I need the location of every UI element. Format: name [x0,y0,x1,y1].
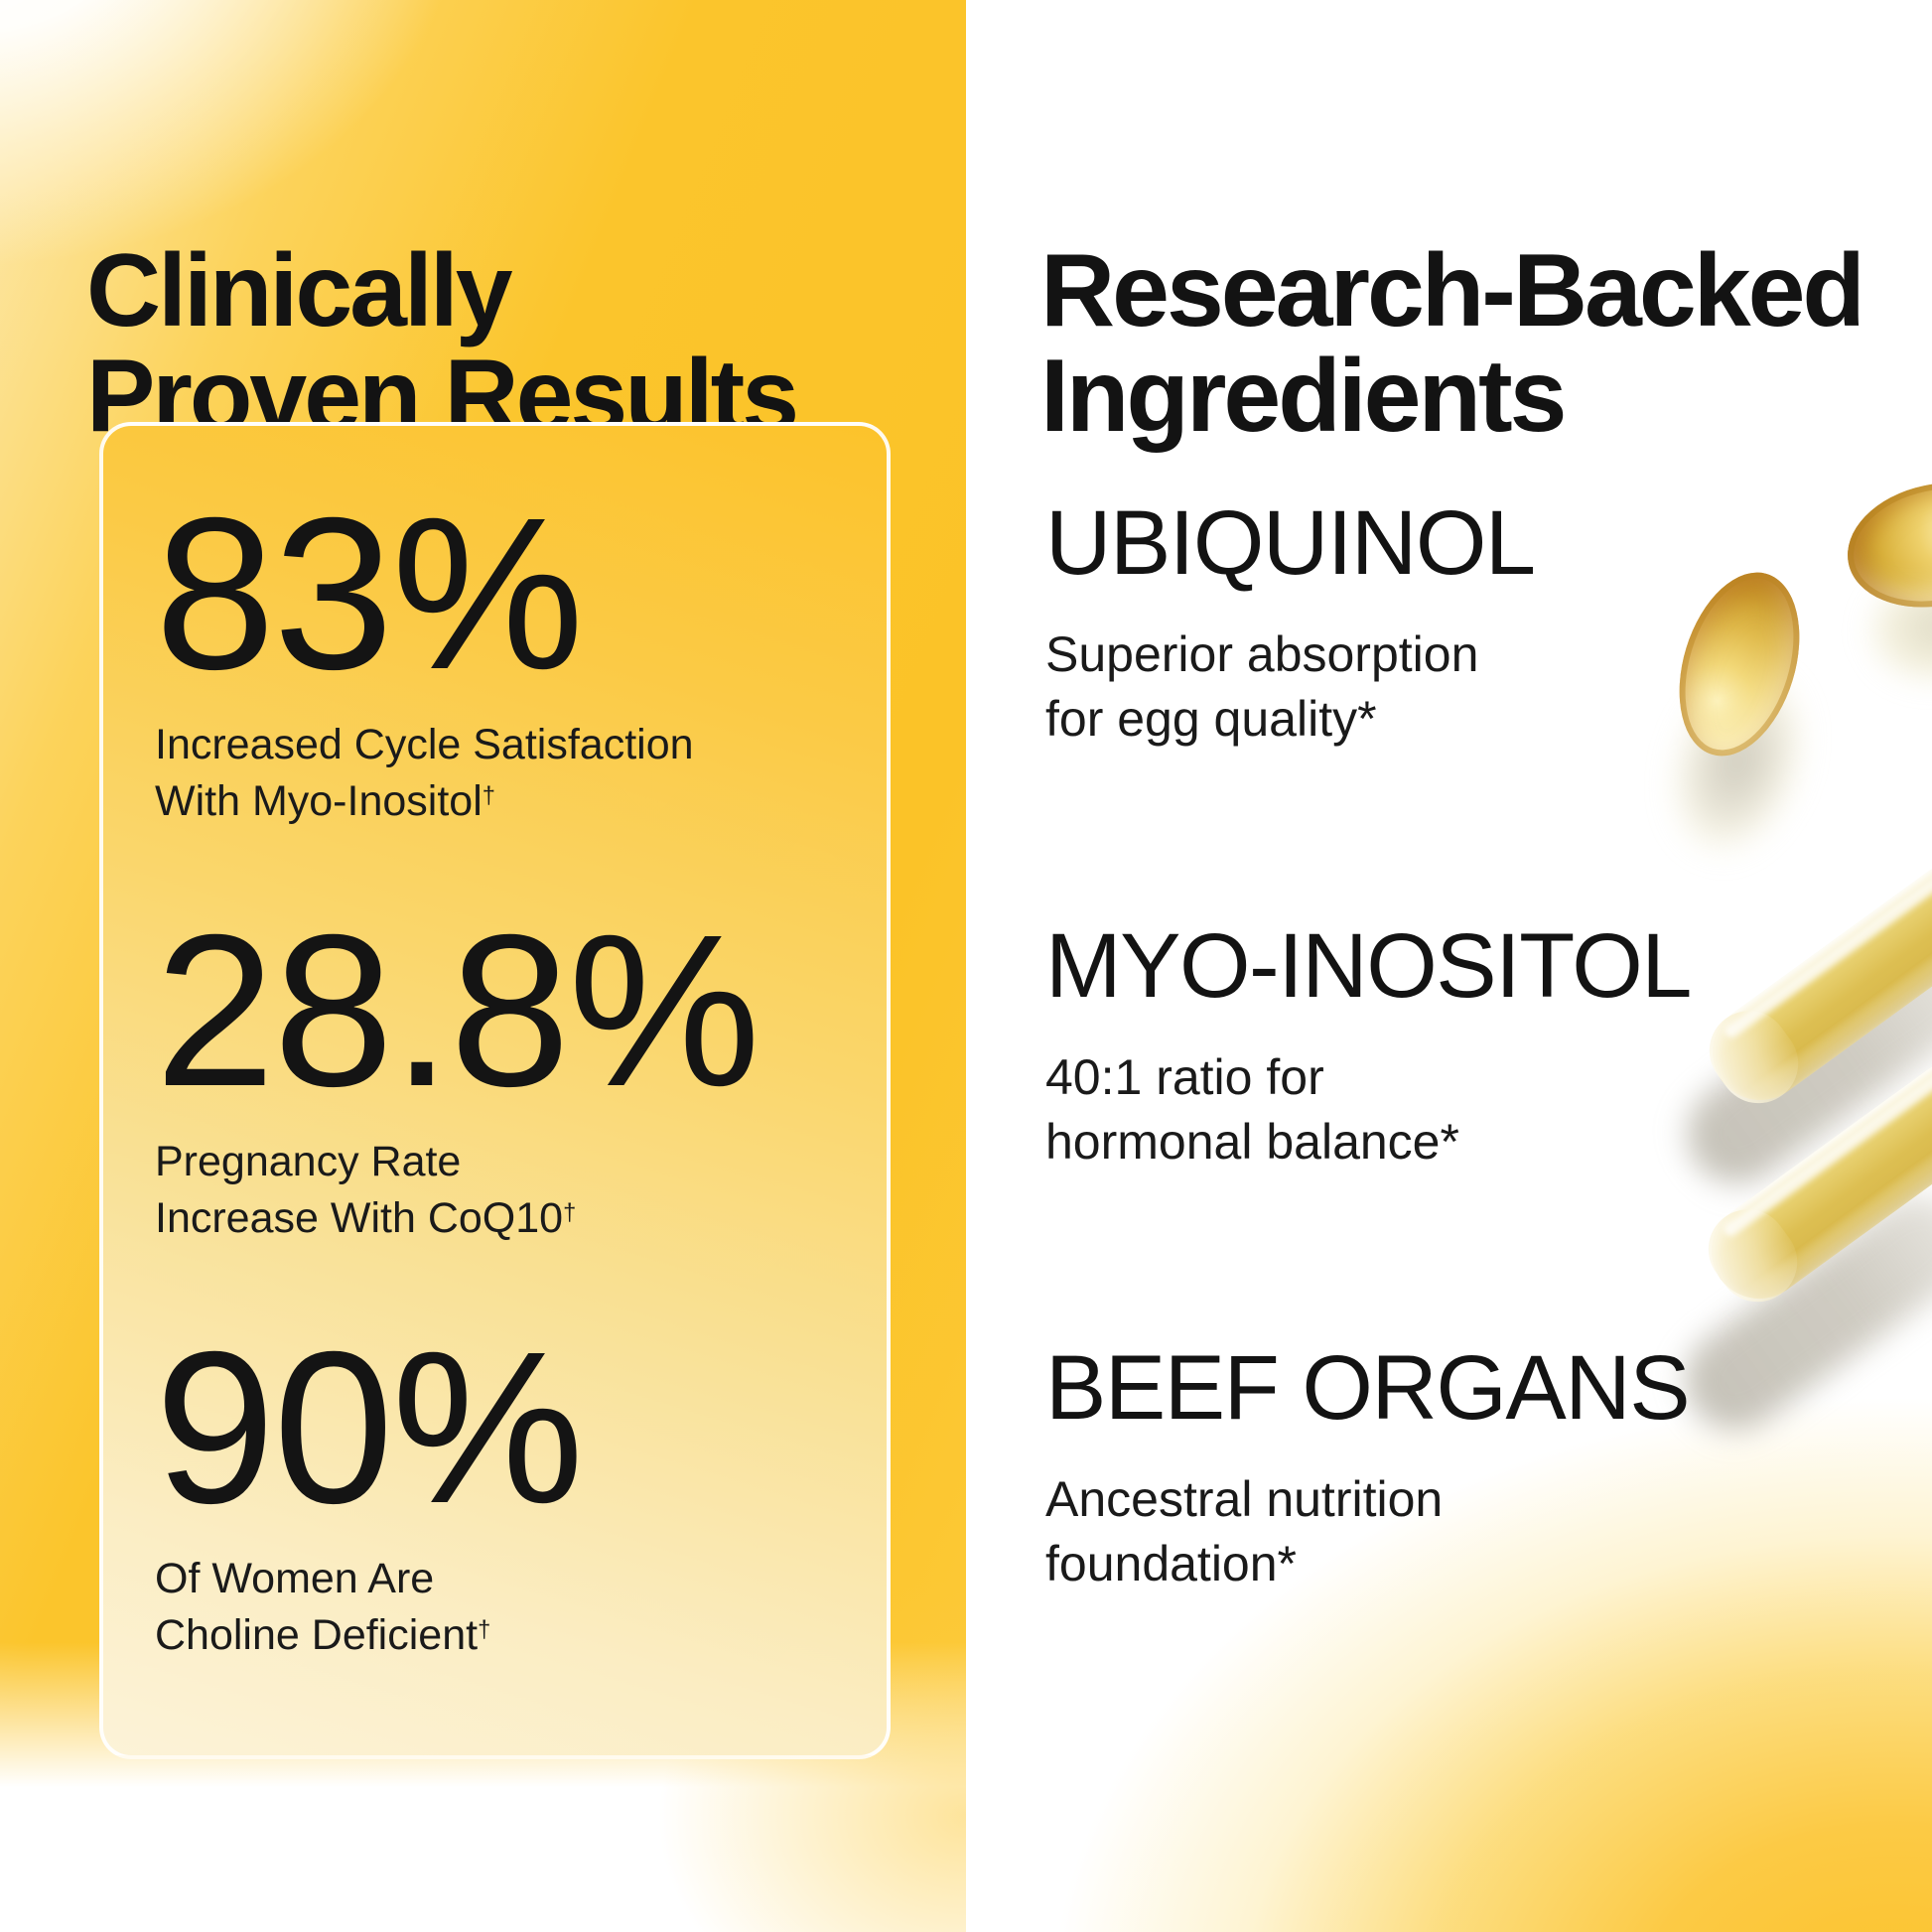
title-line: Research-Backed [1040,232,1865,348]
caption-line: Increased Cycle Satisfaction [155,721,694,768]
description-line: foundation* [1045,1536,1298,1591]
description-line: Ancestral nutrition [1045,1471,1444,1527]
ingredients-panel: Research-Backed Ingredients UBIQUINOL Su… [966,0,1932,1932]
dagger-footnote-mark: † [478,1617,491,1644]
dagger-footnote-mark: † [482,783,495,810]
stat-coq10: 28.8% Pregnancy Rate Increase With CoQ10… [155,891,857,1247]
caption-text: Choline Deficient [155,1611,479,1659]
description-line: 40:1 ratio for [1045,1049,1324,1105]
caption-text: Increase With CoQ10 [155,1194,564,1242]
description-line: for egg quality* [1045,691,1377,747]
clinical-results-panel: Clinically Proven Results 83% Increased … [0,0,966,1932]
stat-value: 28.8% [155,891,760,1132]
ingredient-name: UBIQUINOL [1045,492,1536,594]
ingredient-beef-organs: BEEF ORGANS Ancestral nutrition foundati… [1045,1337,1691,1596]
caption-line: Increase With CoQ10† [155,1190,857,1247]
ingredient-ubiquinol: UBIQUINOL Superior absorption for egg qu… [1045,492,1536,752]
stat-caption: Increased Cycle Satisfaction With Myo-In… [155,717,857,830]
description-line: Superior absorption [1045,626,1479,682]
stats-card: 83% Increased Cycle Satisfaction With My… [99,422,891,1759]
caption-text: With Myo-Inositol [155,777,483,825]
title-line: Ingredients [1040,338,1568,454]
stat-choline: 90% Of Women Are Choline Deficient† [155,1308,857,1664]
stat-value: 90% [155,1308,584,1549]
description-line: hormonal balance* [1045,1114,1459,1170]
stat-myo-inositol: 83% Increased Cycle Satisfaction With My… [155,474,857,830]
stat-caption: Pregnancy Rate Increase With CoQ10† [155,1134,857,1247]
ingredient-description: Superior absorption for egg quality* [1045,622,1535,752]
softgel-capsule-partial [1836,467,1932,623]
ingredient-name: BEEF ORGANS [1045,1337,1691,1439]
clinical-results-title: Clinically Proven Results [86,232,799,449]
ingredients-title: Research-Backed Ingredients [1040,232,1865,454]
stat-value: 83% [155,474,584,715]
ingredient-myo-inositol: MYO-INOSITOL 40:1 ratio for hormonal bal… [1045,915,1692,1174]
stat-caption: Of Women Are Choline Deficient† [155,1551,857,1664]
ingredient-name: MYO-INOSITOL [1045,915,1692,1017]
caption-line: Of Women Are [155,1555,435,1602]
dagger-footnote-mark: † [563,1200,577,1227]
ingredient-description: 40:1 ratio for hormonal balance* [1045,1045,1691,1174]
ingredient-description: Ancestral nutrition foundation* [1045,1467,1689,1596]
caption-line: Pregnancy Rate [155,1138,462,1185]
caption-line: Choline Deficient† [155,1607,857,1664]
title-line: Clinically [86,232,513,348]
caption-line: With Myo-Inositol† [155,773,857,830]
